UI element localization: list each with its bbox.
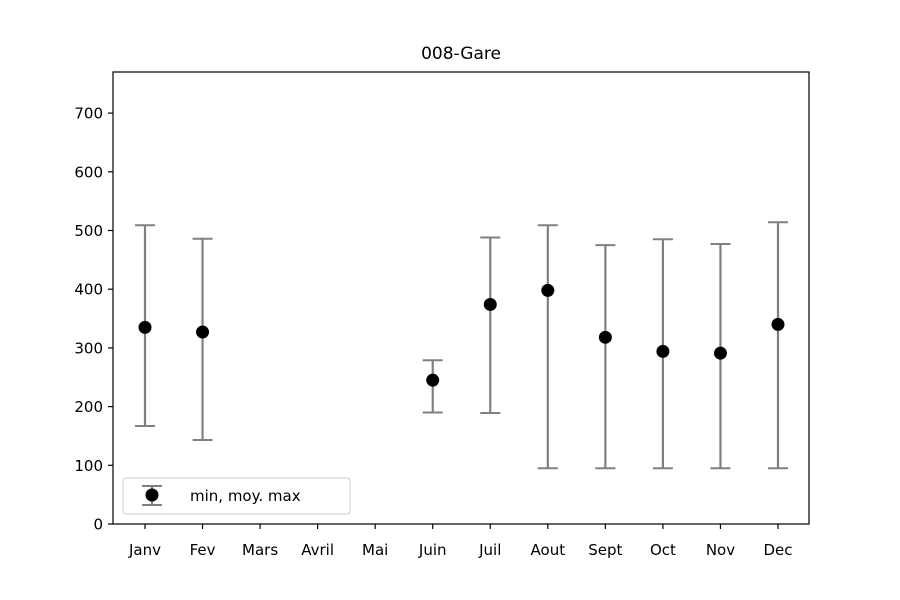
x-tick-label: Juil — [478, 541, 501, 559]
x-tick-label: Oct — [650, 541, 676, 559]
y-axis: 0 100 200 300 400 500 600 700 — [74, 105, 113, 534]
legend: min, moy. max — [122, 477, 351, 515]
x-tick-label: Fev — [190, 541, 216, 559]
x-tick-label: Dec — [763, 541, 792, 559]
plot-area-frame — [112, 71, 810, 525]
mean-point — [196, 325, 210, 339]
mean-point — [713, 346, 727, 360]
chart-title: 008-Gare — [421, 44, 501, 64]
x-tick-label: Aout — [531, 541, 566, 559]
x-tick-label: Janv — [128, 541, 161, 559]
x-tick-label: Mars — [242, 541, 278, 559]
x-tick-label: Sept — [588, 541, 622, 559]
mean-point — [771, 317, 785, 331]
x-tick-label: Nov — [706, 541, 735, 559]
y-tick-label: 400 — [74, 281, 103, 299]
y-tick-label: 700 — [74, 105, 103, 123]
mean-point — [656, 344, 670, 358]
y-tick-label: 200 — [74, 398, 103, 416]
x-tick-label: Avril — [301, 541, 334, 559]
y-tick-label: 0 — [93, 516, 103, 534]
legend-marker — [145, 488, 159, 502]
mean-point — [541, 283, 555, 297]
y-tick-label: 100 — [74, 457, 103, 475]
x-tick-label: Mai — [362, 541, 388, 559]
series-errorbars — [135, 221, 788, 470]
y-tick-label: 600 — [74, 163, 103, 181]
x-tick-label: Juin — [418, 541, 447, 559]
mean-point — [426, 373, 440, 387]
y-tick-label: 500 — [74, 222, 103, 240]
legend-label: min, moy. max — [190, 487, 301, 505]
mean-point — [483, 297, 497, 311]
x-axis: Janv Fev Mars Avril Mai Juin Juil Aout Sept Oct No… — [128, 524, 793, 559]
series-points — [138, 283, 785, 387]
legend-frame — [122, 477, 351, 515]
y-tick-label: 300 — [74, 339, 103, 357]
mean-point — [598, 330, 612, 344]
mean-point — [138, 320, 152, 334]
